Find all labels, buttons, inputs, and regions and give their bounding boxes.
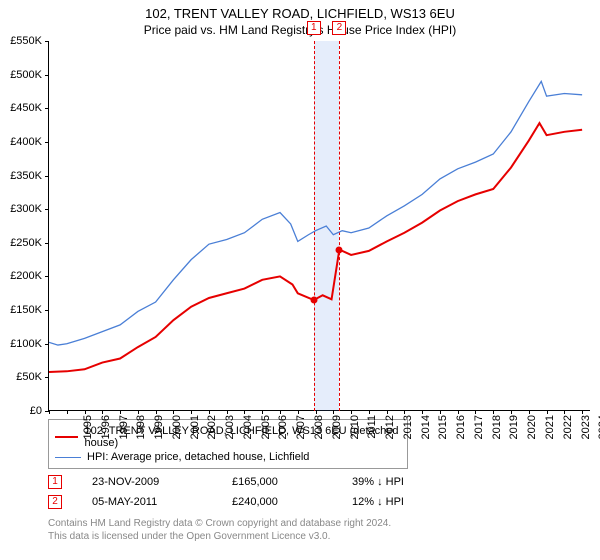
footer-line2: This data is licensed under the Open Gov… — [48, 530, 600, 543]
x-axis-label: 1997 — [118, 415, 130, 445]
sale-dot — [310, 297, 317, 304]
x-axis-label: 2023 — [580, 415, 592, 445]
sale-marker-box: 1 — [307, 21, 321, 35]
x-axis-label: 2022 — [562, 415, 574, 445]
x-axis-label: 2016 — [455, 415, 467, 445]
x-axis-label: 2001 — [189, 415, 201, 445]
series-line-hpi — [49, 81, 582, 345]
chart-area: 12 £0£50K£100K£150K£200K£250K£300K£350K£… — [48, 41, 590, 411]
x-axis-label: 2007 — [295, 415, 307, 445]
x-axis-label: 1999 — [153, 415, 165, 445]
line-canvas — [49, 41, 591, 411]
sale-diff: 39% ↓ HPI — [352, 476, 404, 488]
x-axis-label: 2014 — [420, 415, 432, 445]
sale-price: £165,000 — [232, 476, 322, 488]
chart-subtitle: Price paid vs. HM Land Registry's House … — [0, 21, 600, 41]
sale-date: 23-NOV-2009 — [92, 476, 202, 488]
x-axis-label: 2012 — [384, 415, 396, 445]
y-axis-label: £550K — [0, 35, 42, 47]
x-axis-label: 1995 — [82, 415, 94, 445]
chart-title: 102, TRENT VALLEY ROAD, LICHFIELD, WS13 … — [0, 0, 600, 21]
y-axis-label: £100K — [0, 338, 42, 350]
x-axis-label: 2004 — [242, 415, 254, 445]
y-axis-label: £250K — [0, 237, 42, 249]
y-axis-label: £0 — [0, 405, 42, 417]
x-axis-label: 2020 — [526, 415, 538, 445]
x-axis-label: 2006 — [277, 415, 289, 445]
legend-item: HPI: Average price, detached house, Lich… — [55, 450, 401, 464]
x-axis-label: 2013 — [402, 415, 414, 445]
x-axis-label: 2005 — [260, 415, 272, 445]
sale-row-marker: 2 — [48, 495, 62, 509]
sale-price: £240,000 — [232, 496, 322, 508]
legend-swatch — [55, 436, 78, 438]
footer-attribution: Contains HM Land Registry data © Crown c… — [48, 517, 600, 543]
x-axis-label: 2011 — [366, 415, 378, 445]
x-axis-label: 2019 — [508, 415, 520, 445]
x-axis-label: 2010 — [349, 415, 361, 445]
sale-marker-box: 2 — [332, 21, 346, 35]
x-axis-label: 2008 — [313, 415, 325, 445]
y-axis-label: £350K — [0, 170, 42, 182]
footer-line1: Contains HM Land Registry data © Crown c… — [48, 517, 600, 530]
x-axis-label: 2017 — [473, 415, 485, 445]
x-axis-label: 2002 — [206, 415, 218, 445]
x-axis-label: 2021 — [544, 415, 556, 445]
plot-region: 12 — [48, 41, 590, 411]
x-axis-label: 1996 — [100, 415, 112, 445]
y-axis-label: £450K — [0, 102, 42, 114]
y-axis-label: £150K — [0, 304, 42, 316]
y-axis-label: £500K — [0, 69, 42, 81]
x-axis-label: 2018 — [491, 415, 503, 445]
sale-row: 2 05-MAY-2011 £240,000 12% ↓ HPI — [48, 495, 600, 509]
y-axis-label: £200K — [0, 270, 42, 282]
sale-dot — [336, 246, 343, 253]
x-axis-label: 2015 — [437, 415, 449, 445]
x-axis-label: 2000 — [171, 415, 183, 445]
series-line-property — [49, 123, 582, 372]
sale-row: 1 23-NOV-2009 £165,000 39% ↓ HPI — [48, 475, 600, 489]
y-axis-label: £50K — [0, 371, 42, 383]
sale-date: 05-MAY-2011 — [92, 496, 202, 508]
x-axis-label: 1998 — [135, 415, 147, 445]
y-axis-label: £300K — [0, 203, 42, 215]
x-axis-label: 2003 — [224, 415, 236, 445]
sale-diff: 12% ↓ HPI — [352, 496, 404, 508]
sales-table: 1 23-NOV-2009 £165,000 39% ↓ HPI 2 05-MAY-201… — [0, 475, 600, 509]
y-axis-label: £400K — [0, 136, 42, 148]
chart-container: 102, TRENT VALLEY ROAD, LICHFIELD, WS13 … — [0, 0, 600, 560]
legend-swatch — [55, 457, 81, 458]
legend-label: HPI: Average price, detached house, Lich… — [87, 451, 309, 463]
sale-row-marker: 1 — [48, 475, 62, 489]
x-axis-label: 2009 — [331, 415, 343, 445]
